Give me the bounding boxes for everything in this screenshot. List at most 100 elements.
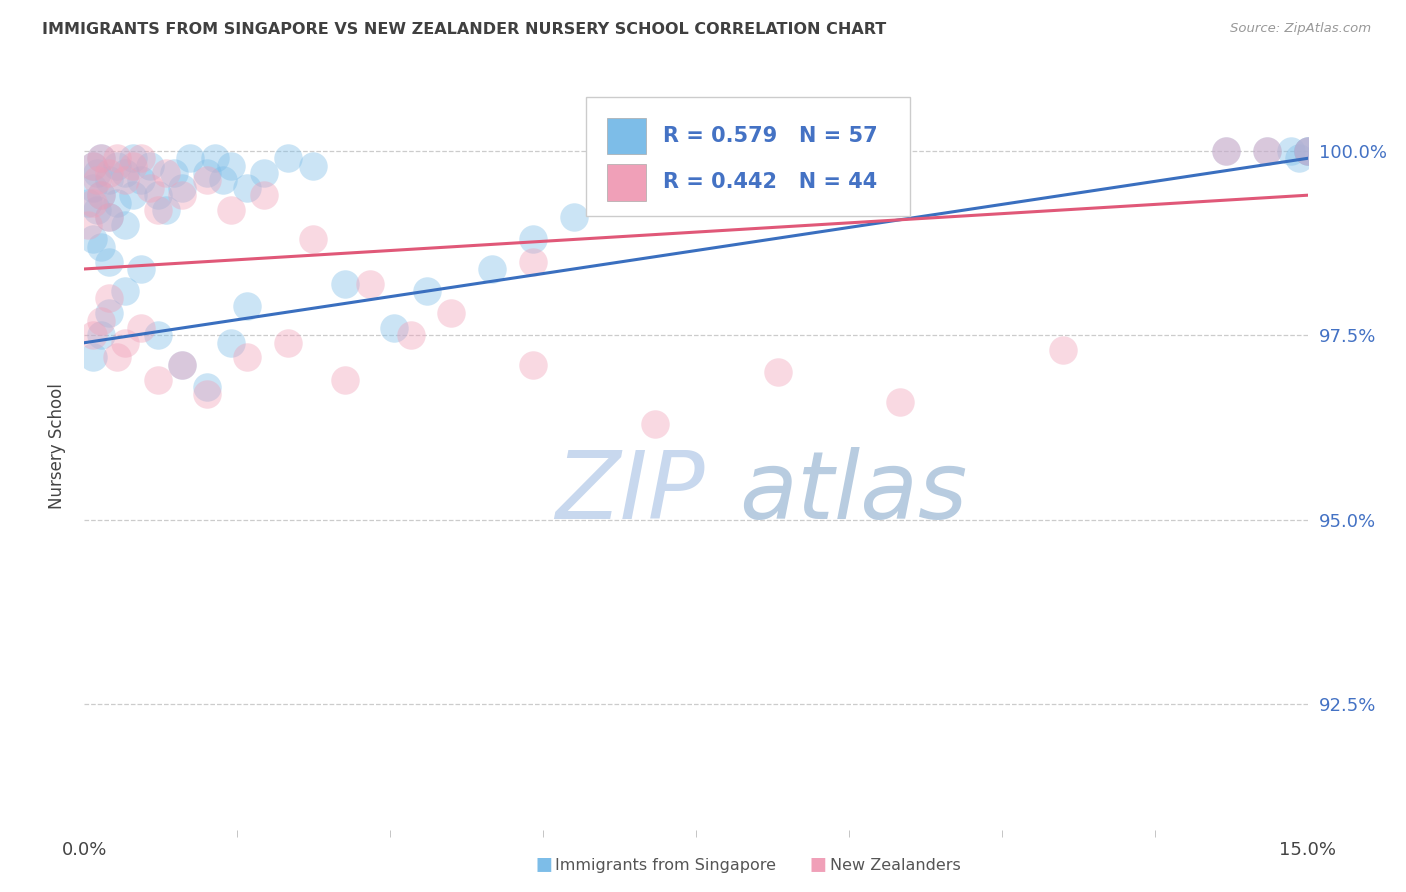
Point — [481, 262, 503, 277]
Point — [146, 202, 169, 217]
Point — [82, 159, 104, 173]
Point — [114, 335, 136, 350]
Point — [122, 159, 145, 173]
Point — [416, 284, 439, 298]
Point — [277, 151, 299, 165]
Point — [146, 328, 169, 343]
Point — [82, 351, 104, 365]
Point — [172, 181, 194, 195]
Point — [172, 358, 194, 372]
Point — [195, 173, 218, 187]
Point — [522, 358, 544, 372]
Point — [1296, 144, 1319, 158]
Point — [86, 166, 108, 180]
Point — [90, 188, 112, 202]
Point — [236, 181, 259, 195]
Text: R = 0.442   N = 44: R = 0.442 N = 44 — [664, 172, 877, 192]
Point — [253, 166, 276, 180]
Point — [212, 173, 235, 187]
Point — [90, 240, 112, 254]
Point — [146, 188, 169, 202]
Point — [219, 335, 242, 350]
Point — [766, 365, 789, 379]
Point — [204, 151, 226, 165]
Point — [163, 166, 186, 180]
Point — [155, 202, 177, 217]
Point — [114, 218, 136, 232]
Point — [359, 277, 381, 291]
Point — [146, 373, 169, 387]
Point — [399, 328, 422, 343]
Point — [131, 321, 153, 335]
Point — [1256, 144, 1278, 158]
Point — [86, 173, 108, 187]
Point — [122, 151, 145, 165]
Point — [1215, 144, 1237, 158]
Point — [172, 358, 194, 372]
Point — [195, 380, 218, 394]
Text: New Zealanders: New Zealanders — [830, 858, 960, 872]
Point — [236, 299, 259, 313]
Point — [277, 335, 299, 350]
Point — [105, 351, 128, 365]
Point — [90, 188, 112, 202]
Point — [77, 218, 100, 232]
Bar — [606, 118, 645, 154]
Point — [155, 166, 177, 180]
Point — [90, 313, 112, 327]
Point — [105, 151, 128, 165]
Point — [1296, 144, 1319, 158]
Point — [97, 173, 120, 187]
Point — [1296, 144, 1319, 158]
Point — [90, 328, 112, 343]
Point — [522, 232, 544, 246]
Y-axis label: Nursery School: Nursery School — [48, 383, 66, 509]
Point — [179, 151, 201, 165]
Point — [77, 195, 100, 210]
Text: ▪: ▪ — [534, 849, 553, 878]
Text: Source: ZipAtlas.com: Source: ZipAtlas.com — [1230, 22, 1371, 36]
FancyBboxPatch shape — [586, 97, 910, 216]
Text: Immigrants from Singapore: Immigrants from Singapore — [555, 858, 776, 872]
Point — [219, 202, 242, 217]
Point — [97, 166, 120, 180]
Point — [301, 159, 323, 173]
Point — [522, 254, 544, 268]
Point — [138, 181, 160, 195]
Point — [90, 151, 112, 165]
Point — [138, 159, 160, 173]
Text: IMMIGRANTS FROM SINGAPORE VS NEW ZEALANDER NURSERY SCHOOL CORRELATION CHART: IMMIGRANTS FROM SINGAPORE VS NEW ZEALAND… — [42, 22, 886, 37]
Point — [562, 211, 585, 225]
Point — [82, 181, 104, 195]
Point — [131, 151, 153, 165]
Point — [86, 202, 108, 217]
Point — [90, 151, 112, 165]
Point — [382, 321, 405, 335]
Point — [82, 232, 104, 246]
Text: R = 0.579   N = 57: R = 0.579 N = 57 — [664, 126, 877, 146]
Point — [603, 181, 626, 195]
Point — [131, 262, 153, 277]
Point — [97, 254, 120, 268]
Point — [97, 306, 120, 320]
Point — [1279, 144, 1302, 158]
Point — [114, 173, 136, 187]
Point — [1215, 144, 1237, 158]
Point — [131, 173, 153, 187]
Point — [440, 306, 463, 320]
Point — [105, 195, 128, 210]
Point — [335, 373, 357, 387]
Point — [644, 417, 666, 431]
Point — [236, 351, 259, 365]
Point — [1256, 144, 1278, 158]
Point — [114, 284, 136, 298]
Point — [219, 159, 242, 173]
Point — [97, 292, 120, 306]
Text: atlas: atlas — [738, 447, 967, 538]
Point — [195, 166, 218, 180]
Point — [301, 232, 323, 246]
Point — [195, 387, 218, 401]
Text: ZIP: ZIP — [555, 447, 704, 538]
Point — [253, 188, 276, 202]
Point — [105, 159, 128, 173]
